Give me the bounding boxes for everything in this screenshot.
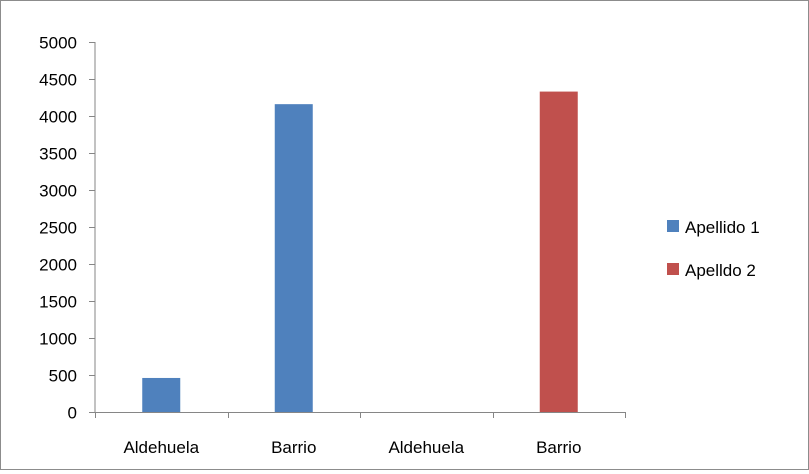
legend-swatch bbox=[667, 220, 679, 232]
y-tick-label: 3000 bbox=[39, 182, 77, 201]
bar bbox=[539, 91, 578, 412]
y-tick-label: 0 bbox=[68, 404, 77, 423]
y-tick-label: 3500 bbox=[39, 145, 77, 164]
x-category-label: Aldehuela bbox=[123, 438, 199, 457]
bar bbox=[142, 377, 181, 412]
legend-swatch bbox=[667, 263, 679, 275]
y-tick-label: 4500 bbox=[39, 71, 77, 90]
y-tick-label: 1000 bbox=[39, 330, 77, 349]
legend: Apellido 1 Apelldo 2 bbox=[667, 218, 760, 280]
y-tick-label: 5000 bbox=[39, 34, 77, 53]
legend-label: Apelldo 2 bbox=[685, 261, 756, 280]
x-category-label: Barrio bbox=[536, 438, 581, 457]
x-category-label: Barrio bbox=[271, 438, 316, 457]
bars bbox=[142, 91, 578, 412]
y-axis: 0 500 1000 1500 2000 2500 3000 3500 4000 4500 5000 bbox=[39, 34, 96, 423]
bar bbox=[274, 104, 313, 412]
y-tick-label: 1500 bbox=[39, 293, 77, 312]
y-tick-label: 2500 bbox=[39, 219, 77, 238]
y-tick-label: 500 bbox=[49, 367, 77, 386]
y-tick-label: 4000 bbox=[39, 108, 77, 127]
legend-label: Apellido 1 bbox=[685, 218, 760, 237]
x-axis: Aldehuela Barrio Aldehuela Barrio bbox=[95, 412, 626, 457]
x-category-label: Aldehuela bbox=[388, 438, 464, 457]
y-tick-label: 2000 bbox=[39, 256, 77, 275]
